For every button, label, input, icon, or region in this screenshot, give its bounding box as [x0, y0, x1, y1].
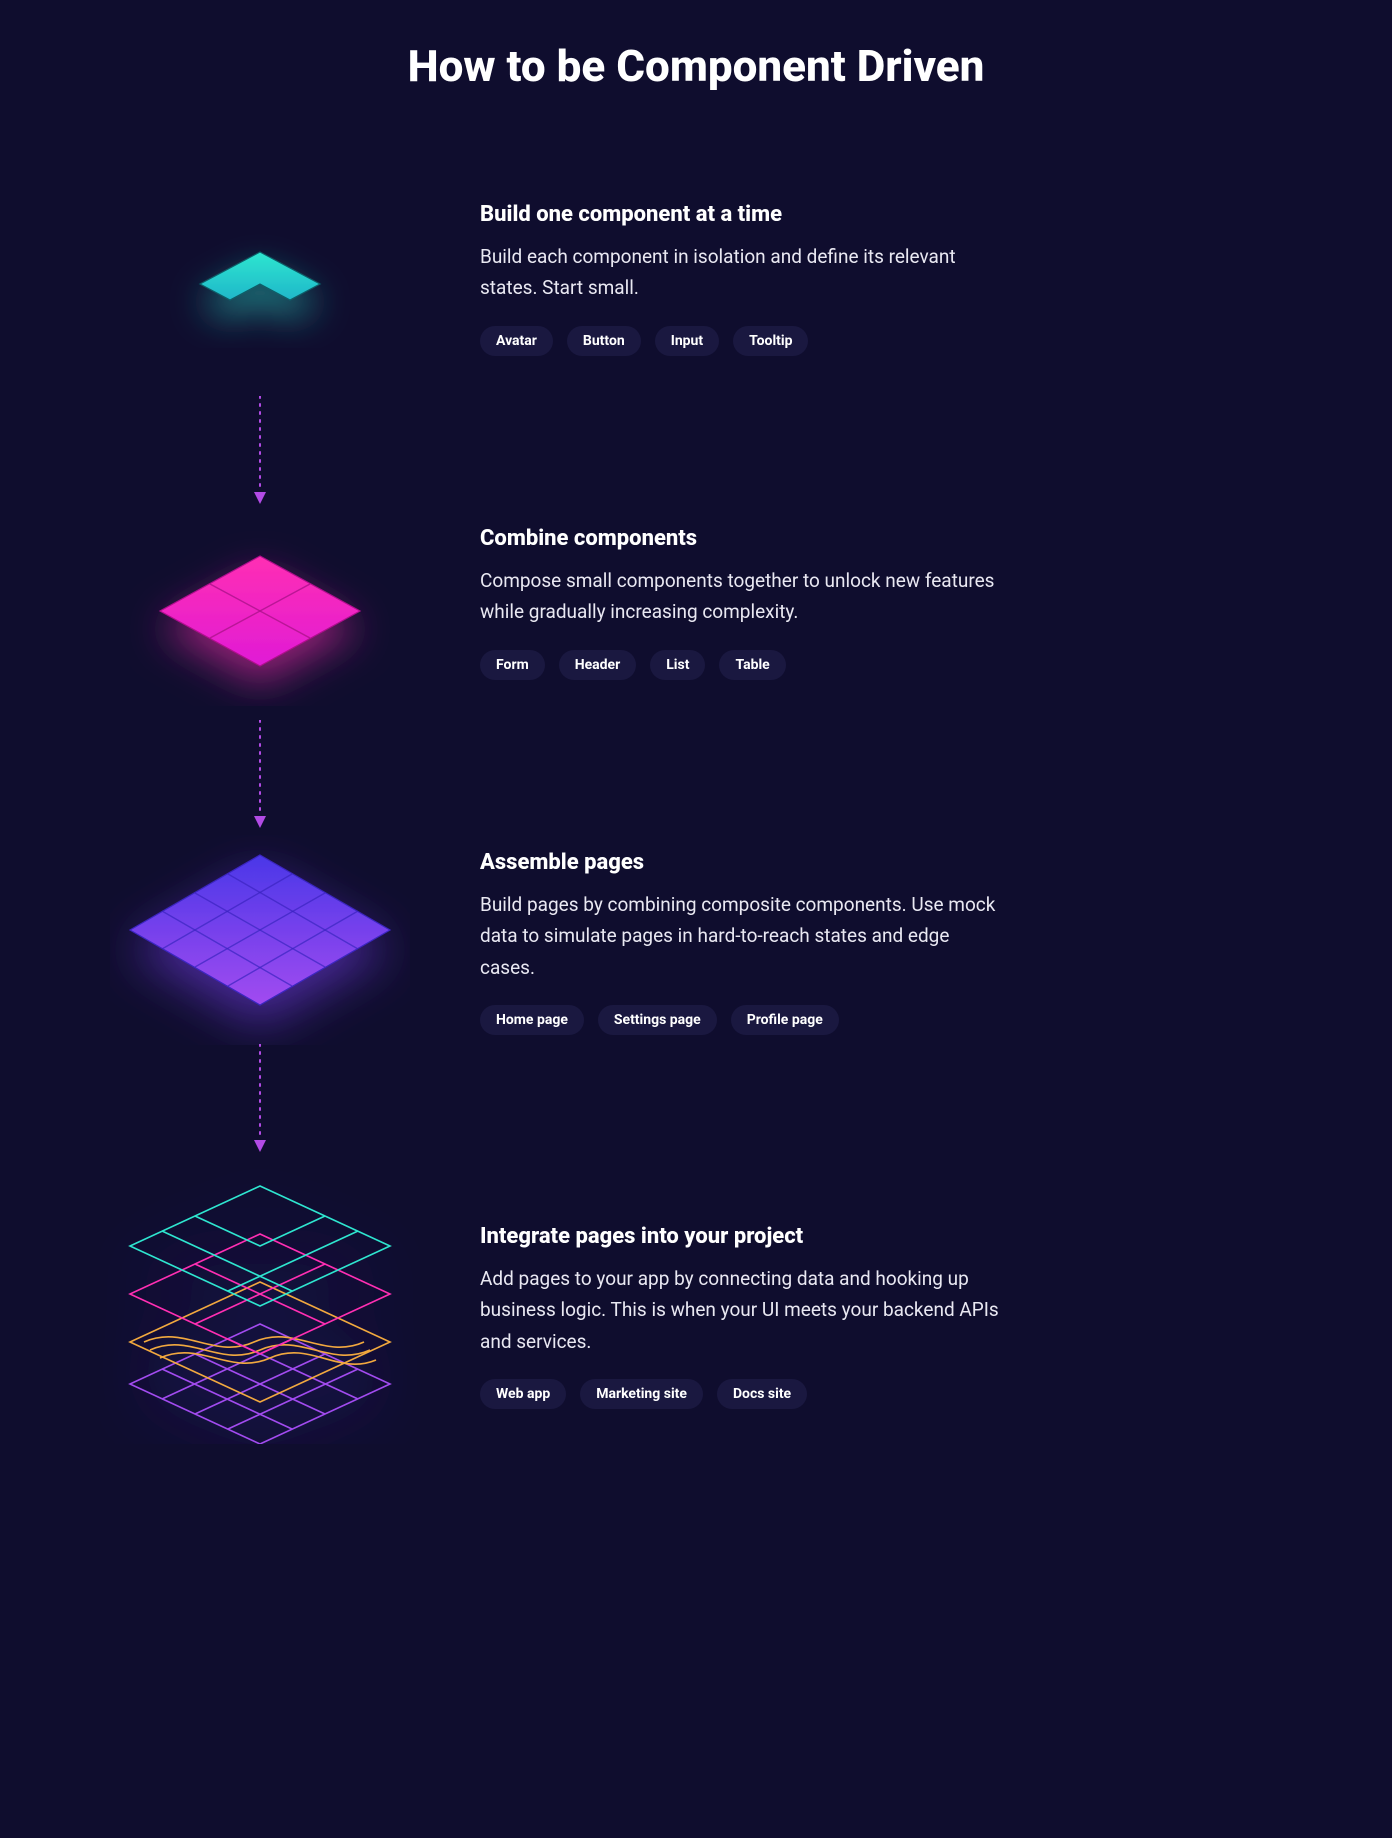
tag: Avatar: [480, 326, 553, 356]
step-1-illustration: [100, 192, 420, 392]
step-3-illustration-col: [100, 840, 420, 1164]
step-4-illustration: [100, 1164, 420, 1444]
step-2-illustration-col: [100, 516, 420, 840]
connector-arrow-icon: [250, 396, 270, 506]
page-title: How to be Component Driven: [0, 40, 1392, 92]
step-2-text: Combine components Compose small compone…: [480, 516, 1212, 680]
step-4-desc: Add pages to your app by connecting data…: [480, 1263, 1000, 1357]
step-2-illustration: [100, 516, 420, 716]
step-1-tags: Avatar Button Input Tooltip: [480, 326, 1212, 356]
tag: Input: [655, 326, 719, 356]
step-4: Integrate pages into your project Add pa…: [100, 1164, 1212, 1444]
tag: Marketing site: [580, 1379, 703, 1409]
tag: Tooltip: [733, 326, 808, 356]
connector-arrow-icon: [250, 720, 270, 830]
step-2-tags: Form Header List Table: [480, 650, 1212, 680]
tag: Settings page: [598, 1005, 717, 1035]
tag: Profile page: [731, 1005, 839, 1035]
tag: Home page: [480, 1005, 584, 1035]
step-1-text: Build one component at a time Build each…: [480, 192, 1212, 356]
tag: Docs site: [717, 1379, 807, 1409]
step-3: Assemble pages Build pages by combining …: [100, 840, 1212, 1164]
step-2-desc: Compose small components together to unl…: [480, 565, 1000, 628]
step-3-title: Assemble pages: [480, 850, 1212, 875]
step-3-tags: Home page Settings page Profile page: [480, 1005, 1212, 1035]
step-1: Build one component at a time Build each…: [100, 192, 1212, 516]
tag: Table: [719, 650, 785, 680]
steps-list: Build one component at a time Build each…: [0, 192, 1392, 1444]
step-3-desc: Build pages by combining composite compo…: [480, 889, 1000, 983]
tag: List: [650, 650, 705, 680]
tag: Web app: [480, 1379, 566, 1409]
step-1-desc: Build each component in isolation and de…: [480, 241, 1000, 304]
step-3-text: Assemble pages Build pages by combining …: [480, 840, 1212, 1035]
step-4-tags: Web app Marketing site Docs site: [480, 1379, 1212, 1409]
tag: Header: [559, 650, 637, 680]
connector-arrow-icon: [250, 1044, 270, 1154]
step-2-title: Combine components: [480, 526, 1212, 551]
step-1-title: Build one component at a time: [480, 202, 1212, 227]
step-4-title: Integrate pages into your project: [480, 1224, 1212, 1249]
step-2: Combine components Compose small compone…: [100, 516, 1212, 840]
tag: Button: [567, 326, 641, 356]
step-1-illustration-col: [100, 192, 420, 516]
step-3-illustration: [100, 840, 420, 1040]
step-4-illustration-col: [100, 1164, 420, 1444]
step-4-text: Integrate pages into your project Add pa…: [480, 1164, 1212, 1409]
tag: Form: [480, 650, 545, 680]
